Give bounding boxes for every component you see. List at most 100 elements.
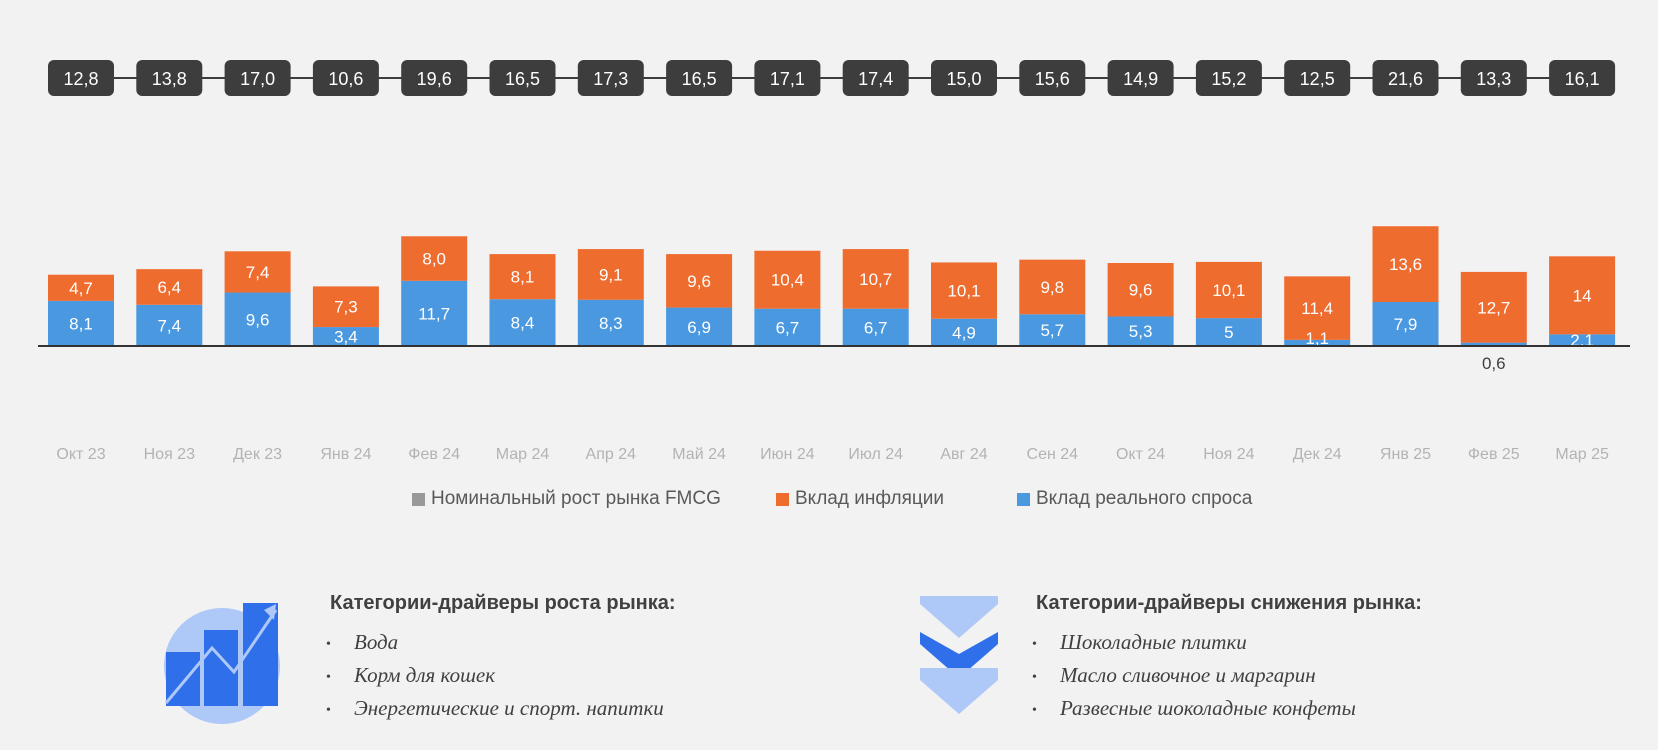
x-tick-label: Мар 24	[496, 446, 550, 463]
bar-real-demand	[224, 292, 291, 346]
data-label-inflation: 9,8	[1040, 278, 1064, 297]
bar-real-demand	[1372, 301, 1439, 346]
total-box	[666, 60, 733, 96]
legend-swatch-inflation	[776, 492, 789, 506]
x-tick-label: Дек 24	[1293, 446, 1342, 463]
bar-inflation	[931, 262, 997, 319]
data-label-real-demand: 3,4	[334, 328, 358, 347]
total-box	[1372, 60, 1439, 96]
data-label-real-demand: 8,1	[69, 314, 93, 333]
total-box	[754, 60, 821, 96]
total-box	[931, 60, 997, 96]
total-label: 12,8	[63, 69, 98, 89]
data-label-inflation: 13,6	[1389, 255, 1422, 274]
legend-item-nominal: Номинальный рост рынка FMCG	[412, 488, 721, 510]
list-item: • Вода	[326, 626, 664, 659]
growth-chart-icon	[164, 603, 280, 724]
data-label-real-demand: 2,1	[1570, 331, 1594, 350]
total-label: 17,1	[770, 69, 805, 89]
data-label-inflation: 9,1	[599, 265, 623, 284]
bar-inflation	[1460, 271, 1527, 343]
decline-list: • Шоколадные плитки • Масло сливочное и ма…	[1032, 626, 1356, 725]
total-label: 15,0	[946, 69, 981, 89]
bar-inflation	[1549, 256, 1616, 335]
bullet-icon: •	[1032, 669, 1037, 685]
data-label-real-demand: 8,4	[511, 314, 535, 333]
data-label-inflation: 6,4	[157, 278, 181, 297]
bullet-icon: •	[1032, 636, 1037, 652]
x-tick-label: Май 24	[672, 446, 726, 463]
bar-inflation	[489, 254, 556, 300]
legend-label-real-demand: Вклад реального спроса	[1036, 488, 1253, 509]
fmcg-stacked-bar-chart: 8,1 4,7 12,8 Окт 23 7,4 6,4 13,8 Ноя 23 9,6 7,4 17…	[38, 60, 1630, 463]
data-label-real-demand: 0,6	[1482, 354, 1506, 373]
bullet-icon: •	[1032, 702, 1037, 718]
total-label: 15,6	[1035, 69, 1070, 89]
x-tick-label: Фев 24	[408, 446, 460, 463]
bar-inflation	[401, 236, 468, 281]
bar-inflation	[1372, 226, 1439, 302]
bar-real-demand	[1107, 316, 1174, 346]
data-label-real-demand: 9,6	[246, 310, 270, 329]
bar-real-demand	[842, 308, 909, 346]
growth-list: • Вода • Корм для кошек • Энергетические и …	[326, 626, 664, 725]
bar-inflation	[1107, 263, 1174, 317]
total-label: 19,6	[417, 69, 452, 89]
total-box	[1284, 60, 1351, 96]
bar-real-demand	[931, 318, 997, 346]
total-box	[312, 60, 379, 96]
total-label: 14,9	[1123, 69, 1158, 89]
data-label-inflation: 10,4	[771, 271, 804, 290]
bullet-icon: •	[326, 636, 331, 652]
list-item: • Корм для кошек	[326, 659, 664, 692]
x-tick-label: Авг 24	[940, 446, 987, 463]
bar-inflation	[754, 250, 821, 309]
list-item: • Масло сливочное и маргарин	[1032, 659, 1356, 692]
total-label: 13,8	[152, 69, 187, 89]
data-label-real-demand: 7,4	[157, 316, 181, 335]
data-label-real-demand: 8,3	[599, 314, 623, 333]
data-label-inflation: 10,1	[947, 282, 980, 301]
down-chevrons-icon	[920, 596, 998, 714]
bar-real-demand	[48, 300, 114, 346]
bar-inflation	[312, 286, 379, 328]
total-label: 16,1	[1565, 69, 1600, 89]
total-label: 15,2	[1211, 69, 1246, 89]
data-label-real-demand: 6,7	[776, 318, 800, 337]
data-label-inflation: 8,1	[511, 268, 535, 287]
x-tick-label: Апр 24	[586, 446, 637, 463]
data-label-inflation: 9,6	[687, 272, 711, 291]
legend-item-real-demand: Вклад реального спроса	[1017, 488, 1252, 510]
total-box	[842, 60, 909, 96]
data-label-inflation: 11,4	[1301, 299, 1333, 318]
bar-inflation	[48, 274, 114, 301]
total-label: 16,5	[682, 69, 717, 89]
legend-label-inflation: Вклад инфляции	[795, 488, 945, 509]
bullet-icon: •	[326, 702, 331, 718]
list-item: • Энергетические и спорт. напитки	[326, 692, 664, 725]
total-label: 17,4	[858, 69, 893, 89]
total-box	[136, 60, 203, 96]
total-label: 17,0	[240, 69, 275, 89]
data-label-inflation: 10,7	[859, 270, 892, 289]
data-label-inflation: 10,1	[1212, 281, 1245, 300]
x-tick-label: Окт 23	[56, 446, 105, 463]
x-tick-label: Сен 24	[1027, 446, 1079, 463]
legend-swatch-real-demand	[1017, 492, 1030, 506]
bar-real-demand	[1549, 334, 1616, 346]
data-label-inflation: 14	[1573, 286, 1592, 305]
total-box	[1460, 60, 1527, 96]
bar-real-demand	[1460, 342, 1527, 346]
data-label-real-demand: 7,9	[1394, 315, 1418, 334]
bar-real-demand	[401, 280, 468, 346]
total-label: 16,5	[505, 69, 540, 89]
bullet-icon: •	[326, 669, 331, 685]
data-label-real-demand: 1,1	[1305, 329, 1329, 348]
total-box	[577, 60, 644, 96]
total-box	[48, 60, 114, 96]
total-box	[1549, 60, 1616, 96]
data-label-real-demand: 5,3	[1129, 322, 1153, 341]
total-box	[224, 60, 291, 96]
data-label-real-demand: 6,9	[687, 318, 711, 337]
bar-inflation	[842, 249, 909, 309]
